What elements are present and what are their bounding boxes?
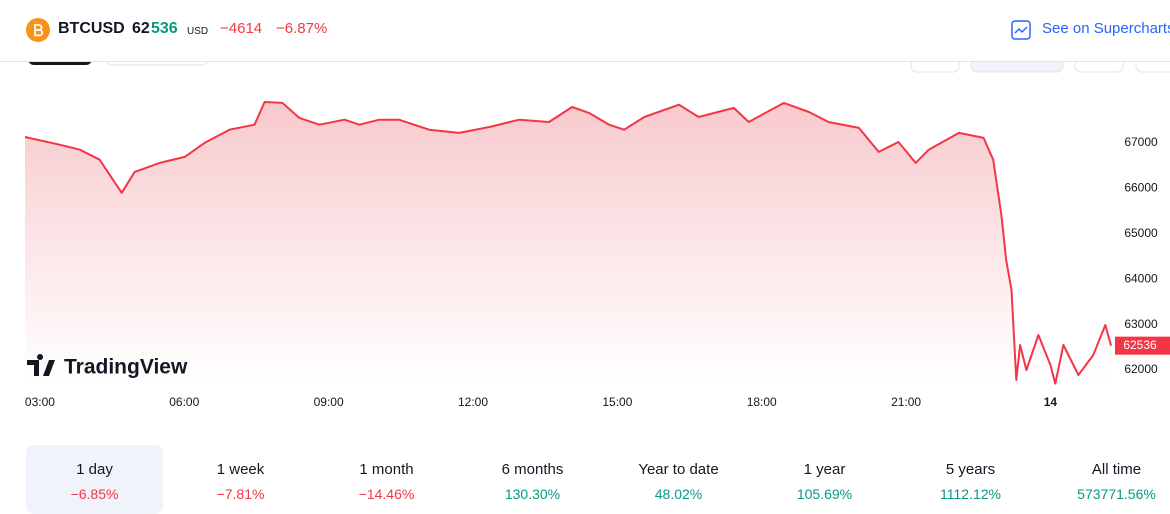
period-label: All time — [1091, 461, 1142, 478]
period-tab[interactable]: 1 day −6.85% — [26, 445, 163, 514]
y-tick-label: 62000 — [1124, 362, 1158, 376]
currency: USD — [187, 26, 209, 37]
period-label: 1 day — [76, 461, 113, 478]
period-tabs: 1 day −6.85% 1 week −7.81% 1 month −14.46% 6 m… — [26, 445, 1170, 514]
period-change: 1112.12% — [940, 486, 1001, 502]
period-change: 573771.56% — [1077, 486, 1156, 502]
area — [25, 102, 1112, 385]
supercharts-link[interactable]: See on Supercharts — [1042, 20, 1170, 37]
period-change: −7.81% — [216, 486, 265, 502]
x-tick-label: 03:00 — [25, 395, 55, 409]
change: −4614 — [220, 20, 263, 37]
period-tab[interactable]: All time 573771.56% — [1048, 445, 1170, 514]
chart: TradingView 62000 63000 64000 65000 66000 670… — [24, 62, 1170, 409]
watermark-text: TradingView — [64, 356, 188, 379]
cut-button[interactable] — [970, 62, 1064, 73]
supercharts-icon[interactable] — [1011, 20, 1031, 40]
cut-button[interactable] — [910, 62, 960, 73]
last-price-box — [1115, 336, 1170, 355]
x-tick-label: 14 — [1044, 395, 1058, 409]
y-tick-label: 65000 — [1124, 226, 1158, 240]
period-label: 1 month — [359, 461, 414, 478]
y-tick-label: 64000 — [1124, 271, 1158, 285]
period-change: −6.85% — [70, 486, 119, 502]
x-tick-label: 18:00 — [747, 395, 777, 409]
y-tick-label: 63000 — [1124, 317, 1158, 331]
period-tab[interactable]: 1 week −7.81% — [172, 445, 309, 514]
coin-icon — [26, 18, 50, 42]
period-change: −14.46% — [358, 486, 415, 502]
watermark: TradingView — [27, 354, 188, 379]
symbol: BTCUSD — [58, 20, 125, 37]
x-tick-label: 15:00 — [602, 395, 632, 409]
period-tab[interactable]: 5 years 1112.12% — [902, 445, 1039, 514]
change-percent: −6.87% — [276, 20, 328, 37]
x-tick-label: 06:00 — [169, 395, 199, 409]
period-tab[interactable]: 1 year 105.69% — [756, 445, 893, 514]
cut-button[interactable] — [28, 62, 92, 65]
header: BTCUSD 62 536 USD −4614 −6.87% See on Su… — [0, 0, 1170, 62]
last-price-label: 62536 — [1123, 338, 1157, 352]
period-change: 105.69% — [796, 486, 853, 502]
period-tab[interactable]: Year to date 48.02% — [610, 445, 747, 514]
period-label: 5 years — [945, 461, 996, 478]
cut-button[interactable] — [1135, 62, 1170, 73]
period-label: 6 months — [501, 461, 564, 478]
cut-button[interactable] — [106, 62, 208, 66]
cut-button[interactable] — [1074, 62, 1124, 73]
price-changed-digits: 536 — [151, 20, 178, 37]
x-tick-label: 21:00 — [891, 395, 921, 409]
y-tick-label: 66000 — [1124, 180, 1158, 194]
x-tick-label: 09:00 — [314, 395, 344, 409]
period-change: 48.02% — [654, 486, 703, 502]
period-tab[interactable]: 1 month −14.46% — [318, 445, 455, 514]
period-label: 1 week — [216, 461, 265, 478]
x-tick-label: 12:00 — [458, 395, 488, 409]
period-tab[interactable]: 6 months 130.30% — [464, 445, 601, 514]
price-main: 62 — [132, 20, 150, 37]
period-label: 1 year — [803, 461, 846, 478]
period-change: 130.30% — [504, 486, 561, 502]
y-tick-label: 67000 — [1124, 135, 1158, 149]
price-line — [24, 101, 1113, 385]
period-label: Year to date — [638, 461, 719, 478]
